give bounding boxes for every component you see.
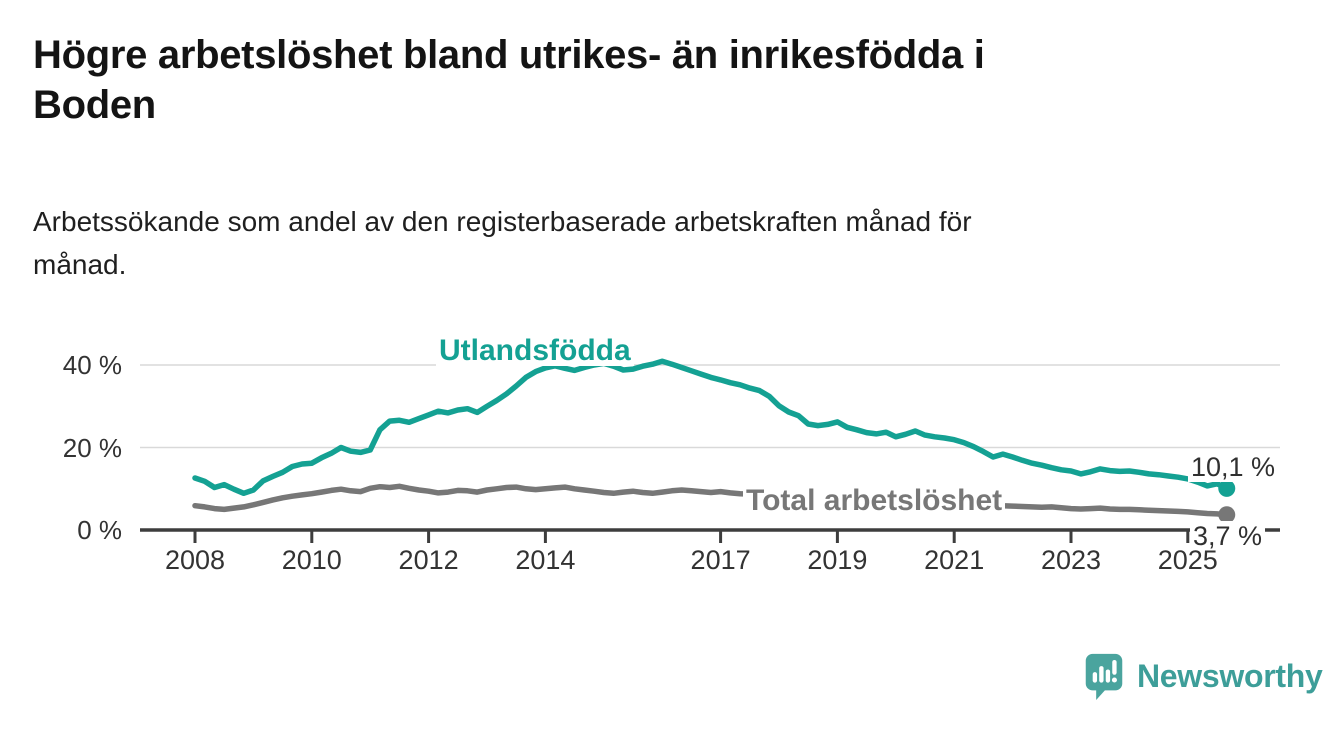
series-label-total-arbetsloshet: Total arbetslöshet <box>743 485 1006 516</box>
x-axis-label: 2021 <box>924 545 985 575</box>
series-label-utlandsfodda: Utlandsfödda <box>436 335 634 366</box>
series-line <box>192 483 1230 518</box>
y-axis-label: 20 % <box>62 432 122 463</box>
x-axis-label: 2010 <box>281 545 342 575</box>
page-title-line2: Boden <box>33 83 156 127</box>
x-axis-label: 2025 <box>1157 545 1218 575</box>
end-value-label-total-arbetsloshet: 3,7 % <box>1190 521 1266 551</box>
x-axis-label: 2008 <box>164 545 226 575</box>
y-axis-label: 40 % <box>62 350 122 380</box>
series-line <box>192 358 1230 497</box>
newsworthy-wordmark: Newsworthy <box>1137 658 1323 694</box>
x-axis-label: 2017 <box>690 545 751 575</box>
series-end-dot <box>1218 479 1236 497</box>
newsworthy-logo: Newsworthy <box>1084 652 1323 701</box>
page-title: Högre arbetslöshet bland utrikes- än inr… <box>33 30 1273 130</box>
page-title-line1: Högre arbetslöshet bland utrikes- än inr… <box>33 33 985 77</box>
x-axis-label: 2014 <box>515 545 576 575</box>
x-axis-label: 2012 <box>398 545 459 575</box>
newsworthy-bubble-barchart-icon <box>1085 653 1123 700</box>
chart-subtitle-line1: Arbetssökande som andel av den registerb… <box>33 206 972 237</box>
end-value-label-utlandsfodda: 10,1 % <box>1188 452 1279 482</box>
x-axis-label: 2019 <box>807 545 868 575</box>
y-axis-label: 0 % <box>77 515 122 545</box>
x-axis-label: 2023 <box>1040 545 1102 575</box>
chart-subtitle: Arbetssökande som andel av den registerb… <box>33 200 1273 286</box>
chart-subtitle-line2: månad. <box>33 249 127 280</box>
